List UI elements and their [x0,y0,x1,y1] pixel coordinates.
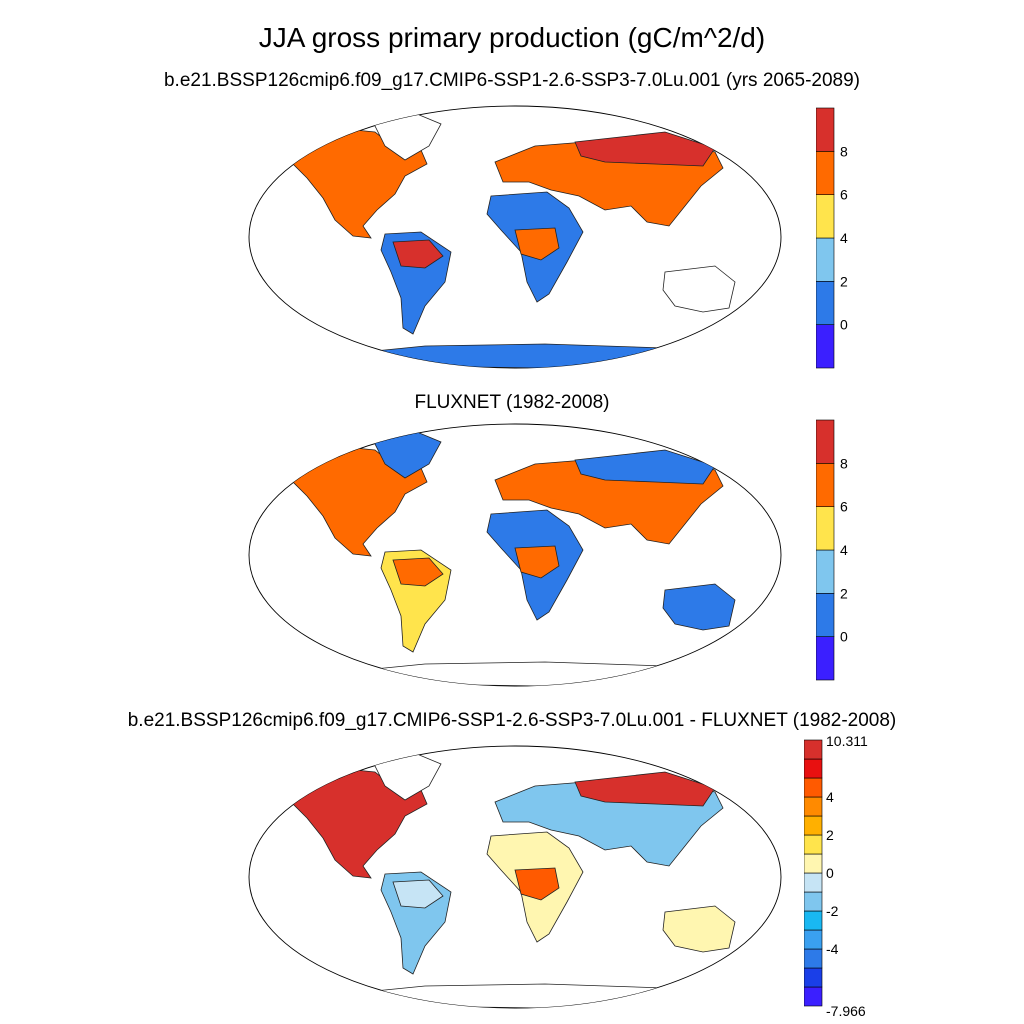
colorbar-tick-label: 2 [840,273,848,289]
colorbar-tick-label: 6 [840,187,848,203]
figure-title: JJA gross primary production (gC/m^2/d) [258,22,766,53]
colorbar-band [816,324,835,369]
panel-2-title: FLUXNET (1982-2008) [414,392,610,413]
colorbar-tick-label: 2 [840,585,848,601]
panel-2-map [248,423,782,687]
colorbar-band [804,777,823,798]
colorbar-band [804,967,823,988]
colorbar-band [804,910,823,931]
colorbar-band [816,194,835,239]
colorbar-tick-label: 10.311 [826,736,868,749]
colorbar-tick-label: 2 [826,827,834,843]
colorbar-band [804,948,823,969]
colorbar-band [816,463,835,507]
colorbar-tick-label: 0 [840,629,848,645]
colorbar-band [816,636,835,681]
region-amazon [392,557,444,587]
region-australia [662,583,736,631]
colorbar-band [804,929,823,950]
colorbar-band [804,796,823,817]
region-central-africa [514,545,560,579]
panel-1-map [248,105,782,369]
region-amazon [392,879,444,909]
region-siberia [574,771,716,807]
region-central-africa [514,867,560,901]
colorbar-band [816,549,835,594]
colorbar-band [804,872,823,893]
colorbar-tick-label: 4 [840,230,848,246]
region-australia [662,265,736,313]
colorbar-band [804,739,823,760]
colorbar-band [804,815,823,836]
colorbar-band [804,853,823,874]
colorbar-band [816,151,835,195]
region-amazon [392,239,444,269]
region-australia [662,905,736,953]
colorbar-tick-label: -7.966 [826,1003,866,1019]
panel-3-map [248,745,782,1009]
colorbar-tick-label: 4 [826,789,834,805]
panel-3-colorbar: -7.966 -4 -2 0 2 4 10.311 [804,736,868,1019]
colorbar-tick-label: 6 [840,499,848,515]
panel-1-title: b.e21.BSSP126cmip6.f09_g17.CMIP6-SSP1-2.… [163,70,861,91]
colorbar-tick-label: 4 [840,542,848,558]
colorbar-tick-label: 0 [840,317,848,333]
colorbar-tick-label: 0 [826,865,834,881]
colorbar-band [816,419,835,464]
colorbar-band [804,986,823,1007]
colorbar-band [816,281,835,325]
colorbar-tick-label: 8 [840,143,848,159]
colorbar-band [816,506,835,551]
panel-1-colorbar: 0 2 4 6 8 [816,107,848,369]
colorbar-tick-label: -4 [826,941,839,957]
colorbar-band [816,107,835,152]
colorbar-band [816,237,835,282]
panel-3-title: b.e21.BSSP126cmip6.f09_g17.CMIP6-SSP1-2.… [127,710,897,731]
colorbar-tick-label: -2 [826,903,839,919]
panel-2-colorbar: 0 2 4 6 8 [816,419,848,681]
colorbar-tick-label: 8 [840,455,848,471]
colorbar-band [804,758,823,779]
region-central-africa [514,227,560,261]
region-siberia [574,449,716,485]
colorbar-band [816,593,835,637]
colorbar-band [804,834,823,855]
colorbar-band [804,891,823,912]
region-siberia [574,131,716,167]
